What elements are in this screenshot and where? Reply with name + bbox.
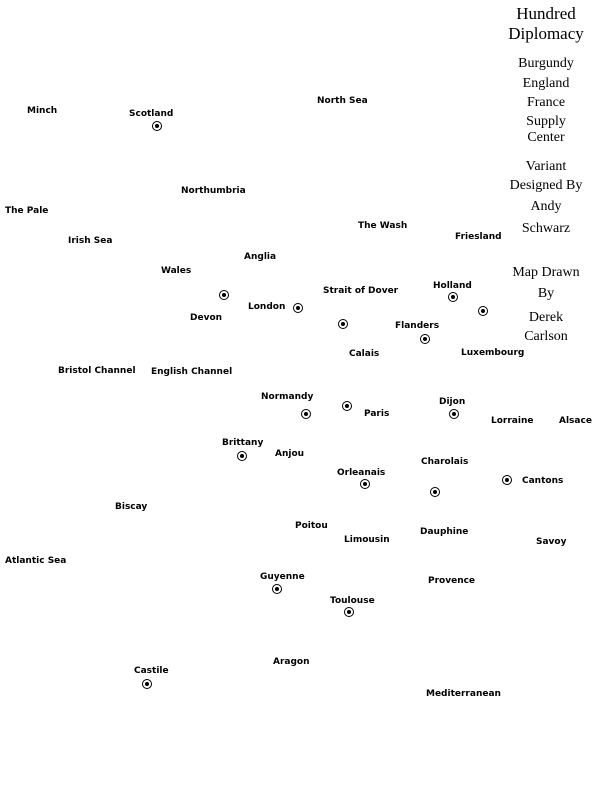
legend-power-france: France [526,95,566,110]
province-toulouse[interactable]: Toulouse [330,596,375,606]
supply-center-icon [344,607,354,617]
supply-center-icon [342,401,352,411]
province-holland[interactable]: Holland [433,281,472,291]
province-luxembourg[interactable]: Luxembourg [461,348,525,358]
province-wales[interactable]: Wales [161,266,192,276]
map-title: Hundred Diplomacy [508,4,584,43]
province-the-wash[interactable]: The Wash [358,221,408,231]
province-dauphine[interactable]: Dauphine [420,527,469,537]
province-aragon[interactable]: Aragon [273,657,310,667]
legend-map-credit-line2: By [537,286,555,301]
supply-center-icon [293,303,303,313]
supply-center-icon [152,121,162,131]
supply-center-icon [448,292,458,302]
legend-variant-line4: Schwarz [521,221,571,236]
province-dijon[interactable]: Dijon [439,397,466,407]
legend-map-credit-line1: Map Drawn [512,265,580,280]
province-lorraine[interactable]: Lorraine [491,416,534,426]
supply-center-icon [237,451,247,461]
province-limousin[interactable]: Limousin [344,535,390,545]
legend-supply-center-line2: Center [527,130,565,145]
province-scotland[interactable]: Scotland [129,109,174,119]
supply-center-icon [219,290,229,300]
province-castile[interactable]: Castile [134,666,169,676]
legend-variant-line1: Variant [525,159,567,174]
province-paris[interactable]: Paris [364,409,390,419]
supply-center-icon [420,334,430,344]
province-strait-of-dover[interactable]: Strait of Dover [323,286,399,296]
province-london[interactable]: London [248,302,286,312]
province-calais[interactable]: Calais [349,349,380,359]
supply-center-icon [360,479,370,489]
province-anjou[interactable]: Anjou [275,449,305,459]
province-poitou[interactable]: Poitou [295,521,328,531]
province-the-pale[interactable]: The Pale [5,206,49,216]
legend-power-burgundy: Burgundy [518,56,574,71]
legend-supply-center-line1: Supply [526,114,566,129]
supply-center-icon [430,487,440,497]
province-orleanais[interactable]: Orleanais [337,468,386,478]
province-irish-sea[interactable]: Irish Sea [68,236,113,246]
province-anglia[interactable]: Anglia [244,252,277,262]
province-alsace[interactable]: Alsace [559,416,592,426]
province-provence[interactable]: Provence [428,576,476,586]
province-flanders[interactable]: Flanders [395,321,440,331]
legend-map-credit-line3: Derek [528,310,564,325]
supply-center-icon [449,409,459,419]
province-savoy[interactable]: Savoy [536,537,567,547]
province-friesland[interactable]: Friesland [455,232,502,242]
legend-map-credit-line4: Carlson [524,329,568,344]
legend-power-england: England [522,76,570,91]
supply-center-icon [478,306,488,316]
supply-center-icon [502,475,512,485]
supply-center-icon [301,409,311,419]
province-north-sea[interactable]: North Sea [317,96,368,106]
legend-variant-line3: Andy [530,199,562,214]
province-atlantic-sea[interactable]: Atlantic Sea [5,556,67,566]
legend-variant-line2: Designed By [509,178,583,193]
province-brittany[interactable]: Brittany [222,438,264,448]
province-bristol-channel[interactable]: Bristol Channel [58,366,136,376]
province-minch[interactable]: Minch [27,106,58,116]
province-biscay[interactable]: Biscay [115,502,148,512]
province-normandy[interactable]: Normandy [261,392,314,402]
province-guyenne[interactable]: Guyenne [260,572,305,582]
province-english-channel[interactable]: English Channel [151,367,233,377]
province-cantons[interactable]: Cantons [522,476,564,486]
supply-center-icon [338,319,348,329]
province-northumbria[interactable]: Northumbria [181,186,246,196]
province-devon[interactable]: Devon [190,313,223,323]
province-charolais[interactable]: Charolais [421,457,469,467]
province-mediterranean[interactable]: Mediterranean [426,689,501,699]
supply-center-icon [142,679,152,689]
supply-center-icon [272,584,282,594]
